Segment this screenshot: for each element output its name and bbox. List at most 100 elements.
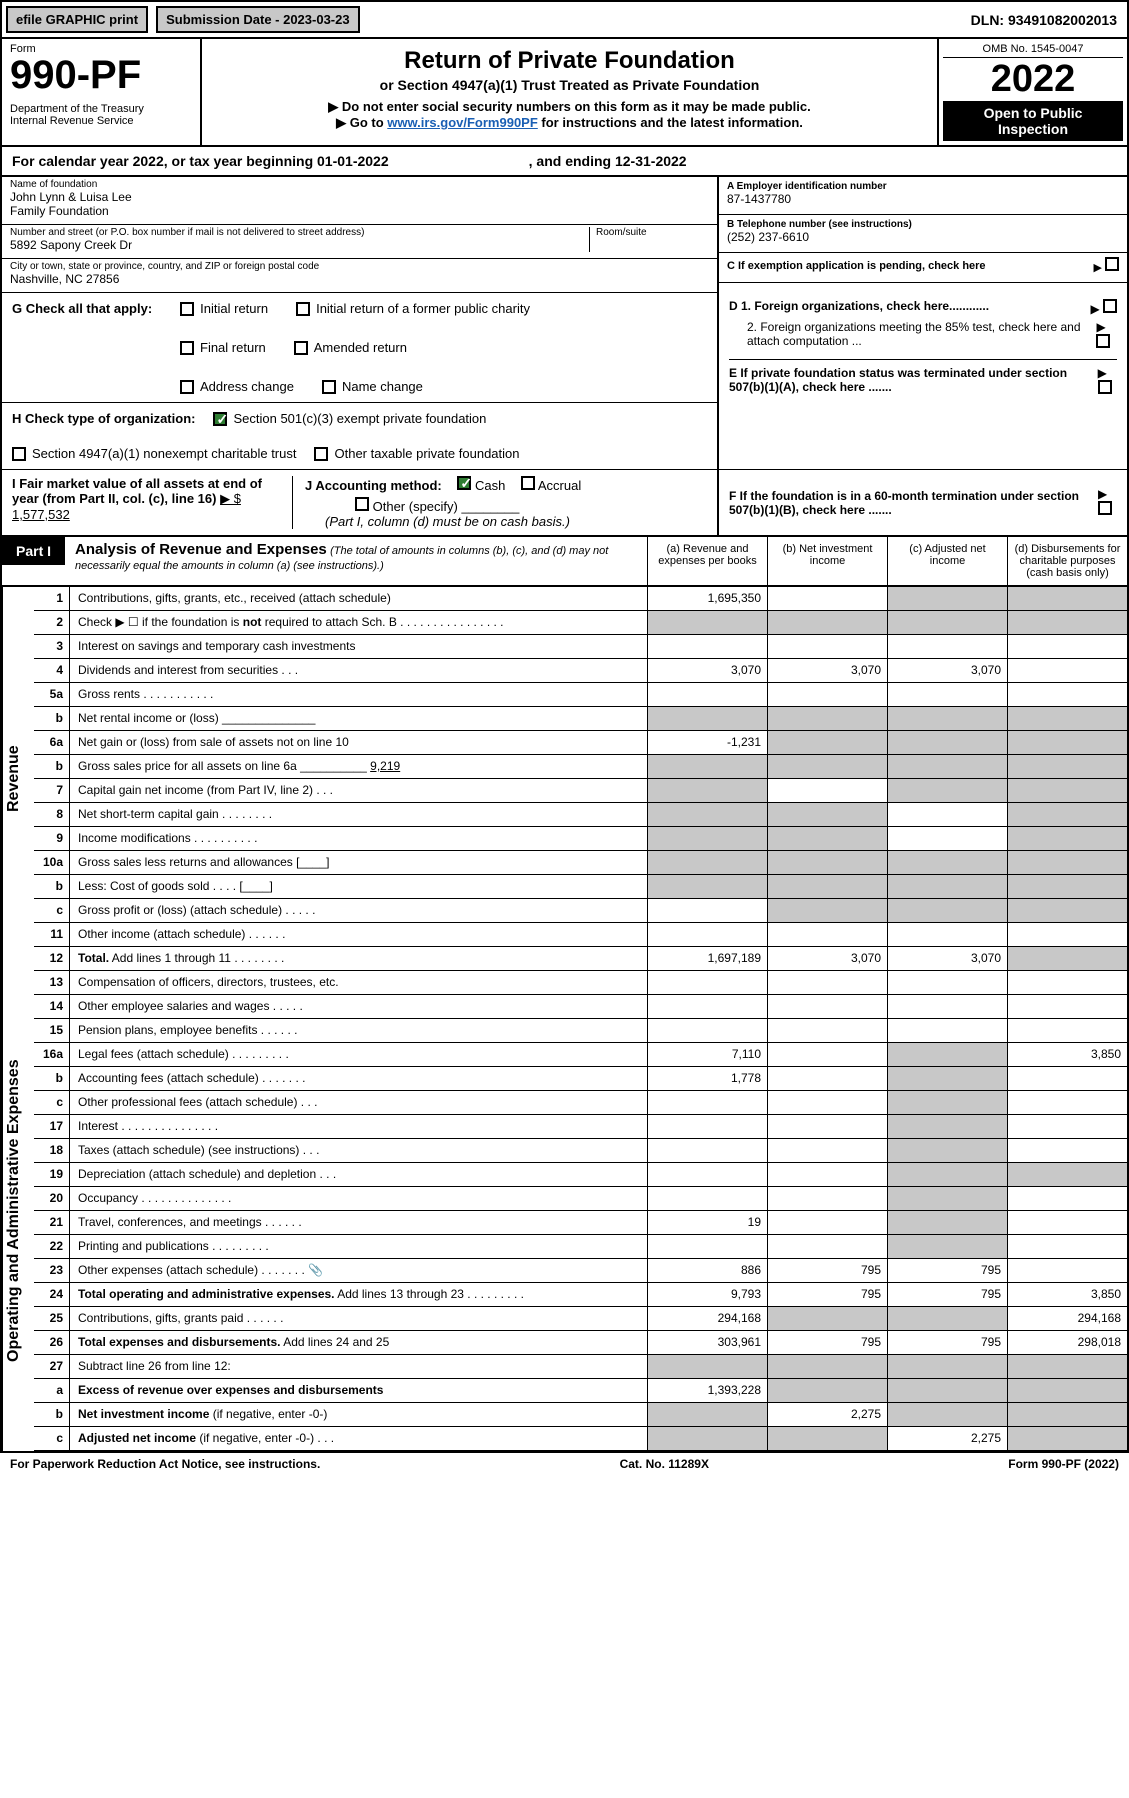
table-cell: 795 <box>887 1259 1007 1283</box>
table-cell <box>767 587 887 611</box>
501c3-checkbox[interactable] <box>213 412 227 426</box>
city-cell: City or town, state or province, country… <box>2 259 717 293</box>
table-cell <box>887 1019 1007 1043</box>
table-cell <box>767 899 887 923</box>
table-cell <box>887 683 1007 707</box>
d2-checkbox[interactable] <box>1096 334 1110 348</box>
row-number: 3 <box>34 635 70 659</box>
table-cell <box>1007 1187 1127 1211</box>
row-desc: Compensation of officers, directors, tru… <box>70 971 647 995</box>
row-desc: Occupancy . . . . . . . . . . . . . . <box>70 1187 647 1211</box>
table-cell <box>887 1403 1007 1427</box>
name-change-checkbox[interactable] <box>322 380 336 394</box>
table-cell <box>1007 587 1127 611</box>
table-cell <box>767 1091 887 1115</box>
row-number: 8 <box>34 803 70 827</box>
initial-return-checkbox[interactable] <box>180 302 194 316</box>
row-desc: Gross sales less returns and allowances … <box>70 851 647 875</box>
table-cell <box>767 707 887 731</box>
table-cell <box>767 923 887 947</box>
col-b-header: (b) Net investment income <box>767 537 887 585</box>
row-number: 15 <box>34 1019 70 1043</box>
city-value: Nashville, NC 27856 <box>10 272 709 286</box>
d1-checkbox[interactable] <box>1103 299 1117 313</box>
e-checkbox[interactable] <box>1098 380 1112 394</box>
table-cell <box>887 731 1007 755</box>
table-cell <box>1007 635 1127 659</box>
table-cell <box>767 971 887 995</box>
pending-cell: C If exemption application is pending, c… <box>719 253 1127 283</box>
table-cell <box>767 1427 887 1451</box>
row-number: 17 <box>34 1115 70 1139</box>
table-cell <box>647 923 767 947</box>
final-return-checkbox[interactable] <box>180 341 194 355</box>
table-cell <box>647 971 767 995</box>
row-number: b <box>34 707 70 731</box>
table-cell <box>647 1091 767 1115</box>
table-cell <box>887 1091 1007 1115</box>
efile-print-button[interactable]: efile GRAPHIC print <box>6 6 148 33</box>
table-cell <box>647 851 767 875</box>
g-address: Address change <box>200 379 294 394</box>
header-right: OMB No. 1545-0047 2022 Open to Public In… <box>937 39 1127 145</box>
room-label: Room/suite <box>596 227 709 238</box>
name-label: Name of foundation <box>10 179 709 190</box>
row-number: 24 <box>34 1283 70 1307</box>
row-desc: Excess of revenue over expenses and disb… <box>70 1379 647 1403</box>
table-cell <box>887 779 1007 803</box>
table-cell <box>887 899 1007 923</box>
row-number: 19 <box>34 1163 70 1187</box>
pending-checkbox[interactable] <box>1105 257 1119 271</box>
row-number: 26 <box>34 1331 70 1355</box>
table-cell <box>1007 947 1127 971</box>
table-cell <box>887 635 1007 659</box>
accrual-checkbox[interactable] <box>521 476 535 490</box>
table-cell: 7,110 <box>647 1043 767 1067</box>
table-cell <box>1007 875 1127 899</box>
table-cell <box>647 635 767 659</box>
row-number: 20 <box>34 1187 70 1211</box>
f-checkbox[interactable] <box>1098 501 1112 515</box>
table-cell: 795 <box>887 1283 1007 1307</box>
g-initial-former: Initial return of a former public charit… <box>316 301 530 316</box>
4947-checkbox[interactable] <box>12 447 26 461</box>
table-cell <box>887 1307 1007 1331</box>
table-cell <box>767 1211 887 1235</box>
table-cell <box>887 803 1007 827</box>
table-cell <box>887 587 1007 611</box>
j-other: Other (specify) <box>373 499 458 514</box>
addr-label: Number and street (or P.O. box number if… <box>10 227 589 238</box>
initial-former-checkbox[interactable] <box>296 302 310 316</box>
h-label: H Check type of organization: <box>12 411 195 426</box>
irs-link[interactable]: www.irs.gov/Form990PF <box>387 115 538 130</box>
row-desc: Check ▶ ☐ if the foundation is not requi… <box>70 611 647 635</box>
cash-checkbox[interactable] <box>457 476 471 490</box>
other-taxable-checkbox[interactable] <box>314 447 328 461</box>
row-number: c <box>34 1091 70 1115</box>
row-desc: Depreciation (attach schedule) and deple… <box>70 1163 647 1187</box>
g-name-change: Name change <box>342 379 423 394</box>
h-501: Section 501(c)(3) exempt private foundat… <box>233 411 486 426</box>
row-desc: Adjusted net income (if negative, enter … <box>70 1427 647 1451</box>
table-cell <box>647 827 767 851</box>
table-cell <box>1007 851 1127 875</box>
table-cell <box>1007 1163 1127 1187</box>
row-number: 1 <box>34 587 70 611</box>
row-desc: Net short-term capital gain . . . . . . … <box>70 803 647 827</box>
table-cell <box>887 707 1007 731</box>
h-4947: Section 4947(a)(1) nonexempt charitable … <box>32 446 296 461</box>
table-cell <box>647 1355 767 1379</box>
row-number: 27 <box>34 1355 70 1379</box>
other-method-checkbox[interactable] <box>355 497 369 511</box>
row-number: 7 <box>34 779 70 803</box>
table-cell <box>1007 1379 1127 1403</box>
form-note-1: ▶ Do not enter social security numbers o… <box>214 99 925 115</box>
table-cell <box>1007 1211 1127 1235</box>
table-cell <box>1007 659 1127 683</box>
table-cell: 3,070 <box>887 659 1007 683</box>
form-header: Form 990-PF Department of the Treasury I… <box>0 39 1129 147</box>
row-number: b <box>34 1403 70 1427</box>
amended-return-checkbox[interactable] <box>294 341 308 355</box>
address-change-checkbox[interactable] <box>180 380 194 394</box>
table-cell: 1,697,189 <box>647 947 767 971</box>
